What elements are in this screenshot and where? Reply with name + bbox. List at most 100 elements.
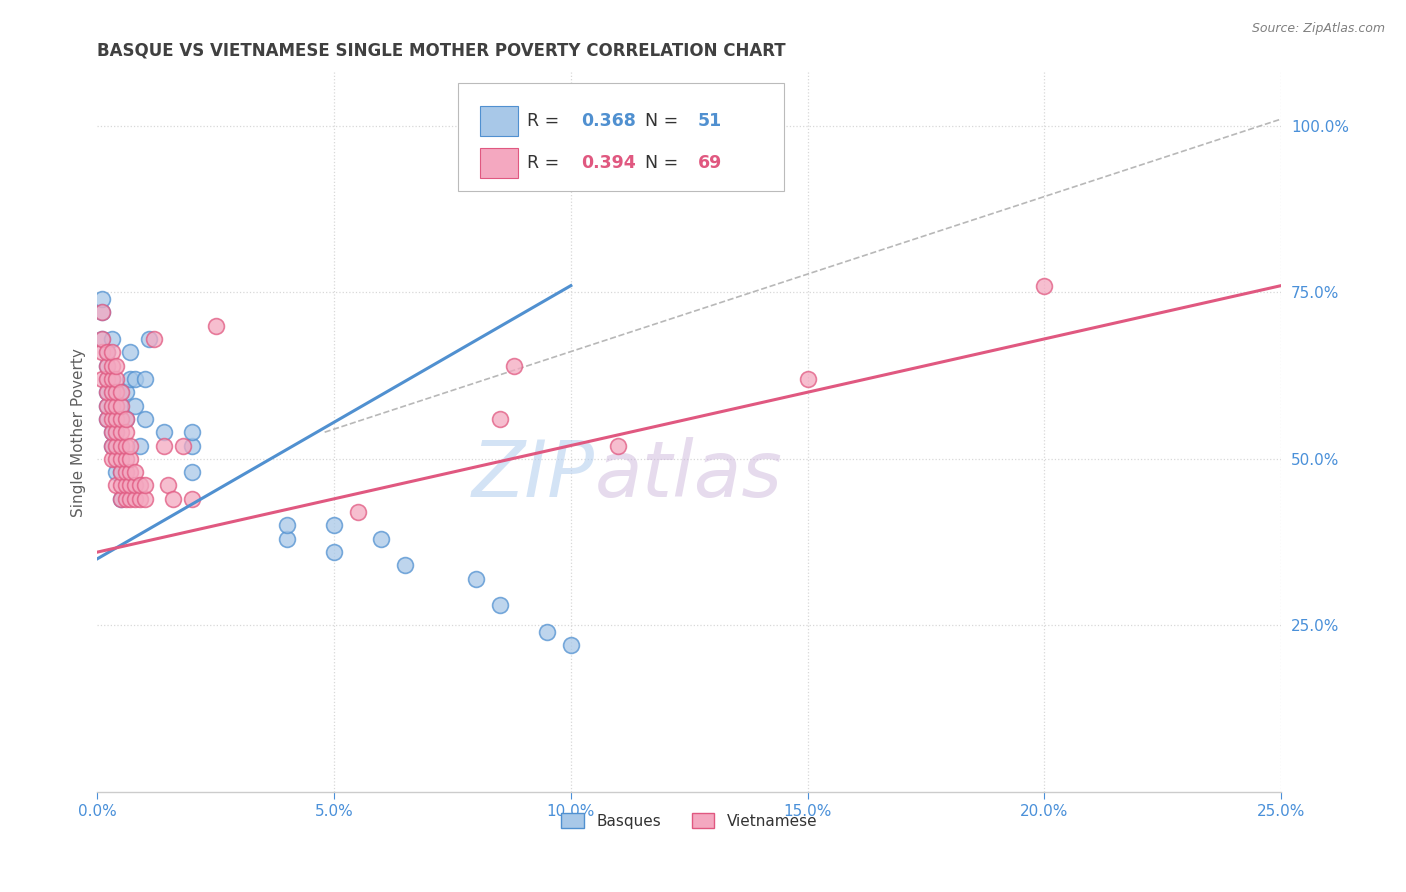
Text: N =: N = [645,154,685,172]
Point [105,438,128,452]
Point [105,359,128,373]
Point [96,385,118,400]
Text: 0.368: 0.368 [582,112,637,130]
Point [120,372,142,386]
Point [560,639,582,653]
Point [120,465,142,479]
Point [181,491,204,506]
Point [134,491,156,506]
Point [110,465,132,479]
Point [100,399,122,413]
Point [110,399,132,413]
Point [100,399,122,413]
Point [110,385,132,400]
Point [100,425,122,440]
Point [120,478,142,492]
Point [96,372,118,386]
Point [172,438,194,452]
Point [96,372,118,386]
Point [134,372,156,386]
Point [105,412,128,426]
Point [204,318,226,333]
Point [105,451,128,466]
Point [96,359,118,373]
Point [100,385,122,400]
Point [110,438,132,452]
Point [110,385,132,400]
Point [110,425,132,440]
Point [91,372,114,386]
Point [181,465,204,479]
Point [181,425,204,440]
Text: Source: ZipAtlas.com: Source: ZipAtlas.com [1251,22,1385,36]
Point [91,292,114,306]
Point [157,478,180,492]
Point [105,372,128,386]
Point [105,425,128,440]
Point [110,399,132,413]
Text: 51: 51 [697,112,721,130]
Point [114,451,136,466]
Text: ZIP: ZIP [471,437,595,514]
Point [91,345,114,359]
Point [129,438,152,452]
Point [110,412,132,426]
Point [152,438,174,452]
Point [536,625,558,640]
Text: 69: 69 [697,154,721,172]
Point [114,465,136,479]
Text: atlas: atlas [595,437,782,514]
Point [607,438,630,452]
Point [114,385,136,400]
Point [105,438,128,452]
Point [124,465,146,479]
Point [96,399,118,413]
Point [129,491,152,506]
Point [91,305,114,319]
Point [105,399,128,413]
Point [105,385,128,400]
Point [96,385,118,400]
Point [346,505,368,519]
Point [114,478,136,492]
Text: 0.394: 0.394 [582,154,637,172]
Point [105,385,128,400]
Point [143,332,166,346]
Point [394,558,416,573]
Point [488,412,510,426]
Point [105,399,128,413]
Point [114,425,136,440]
Point [100,438,122,452]
Point [110,451,132,466]
Point [465,572,488,586]
Point [181,438,204,452]
Point [276,532,298,546]
Text: N =: N = [645,112,685,130]
Point [110,491,132,506]
Point [114,412,136,426]
Point [105,465,128,479]
Point [134,478,156,492]
Text: R =: R = [527,112,565,130]
Point [100,332,122,346]
Point [114,412,136,426]
Point [105,412,128,426]
Point [100,372,122,386]
Point [124,399,146,413]
Point [100,438,122,452]
Point [124,478,146,492]
Point [120,345,142,359]
Point [162,491,184,506]
Point [96,345,118,359]
Point [91,332,114,346]
Point [276,518,298,533]
Point [323,545,346,559]
Point [110,465,132,479]
Point [110,478,132,492]
Point [138,332,160,346]
Point [120,451,142,466]
Point [124,372,146,386]
Text: BASQUE VS VIETNAMESE SINGLE MOTHER POVERTY CORRELATION CHART: BASQUE VS VIETNAMESE SINGLE MOTHER POVER… [97,42,786,60]
Point [152,425,174,440]
Point [1033,278,1056,293]
